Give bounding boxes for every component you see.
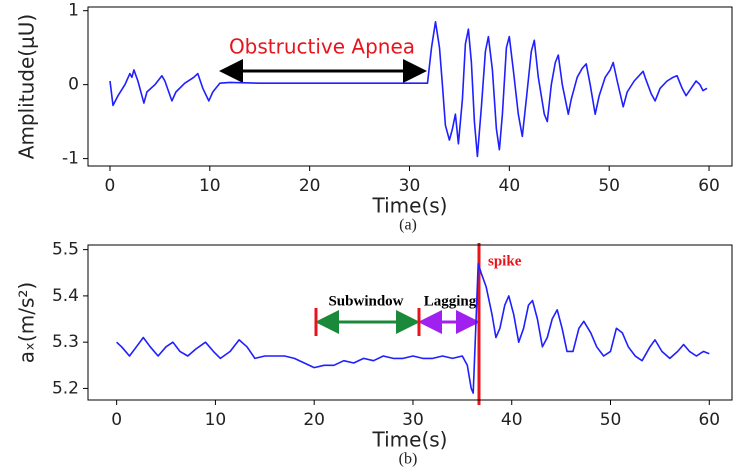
annotation: spike — [488, 253, 522, 269]
y-tick-label: -1 — [62, 149, 79, 169]
annotation: Lagging — [424, 293, 477, 309]
x-tick-label: 50 — [598, 176, 620, 196]
x-axis-label: Time(s) — [372, 428, 448, 452]
x-tick-label: 60 — [698, 176, 720, 196]
x-tick-label: 40 — [501, 410, 523, 430]
x-tick-label: 0 — [111, 410, 122, 430]
annotation: Obstructive Apnea — [229, 35, 415, 59]
axes-frame — [87, 244, 733, 401]
y-tick-label: 5.3 — [52, 332, 79, 352]
x-tick-label: 30 — [402, 410, 424, 430]
y-tick-label: 5.5 — [52, 240, 79, 260]
y-tick-label: 0 — [68, 75, 79, 95]
y-axis-label: Amplitude(μU) — [15, 14, 39, 159]
caption: (a) — [399, 217, 417, 234]
x-tick-label: 10 — [205, 410, 227, 430]
caption: (b) — [399, 451, 418, 468]
x-tick-label: 20 — [299, 176, 321, 196]
axes-frame — [87, 6, 733, 167]
data-line — [109, 21, 708, 158]
x-tick-label: 0 — [105, 176, 116, 196]
annotation: Subwindow — [328, 293, 403, 309]
x-tick-label: 10 — [199, 176, 221, 196]
x-tick-label: 20 — [303, 410, 325, 430]
y-axis-label: aₓ(m/s²) — [15, 282, 39, 363]
y-tick-label: 5.2 — [52, 378, 79, 398]
y-tick-label: 1 — [68, 1, 79, 21]
data-line — [116, 262, 710, 394]
x-axis-label: Time(s) — [372, 194, 448, 218]
y-tick-label: 5.4 — [52, 286, 79, 306]
x-tick-label: 30 — [399, 176, 421, 196]
x-tick-label: 50 — [600, 410, 622, 430]
x-tick-label: 40 — [499, 176, 521, 196]
x-tick-label: 60 — [698, 410, 720, 430]
